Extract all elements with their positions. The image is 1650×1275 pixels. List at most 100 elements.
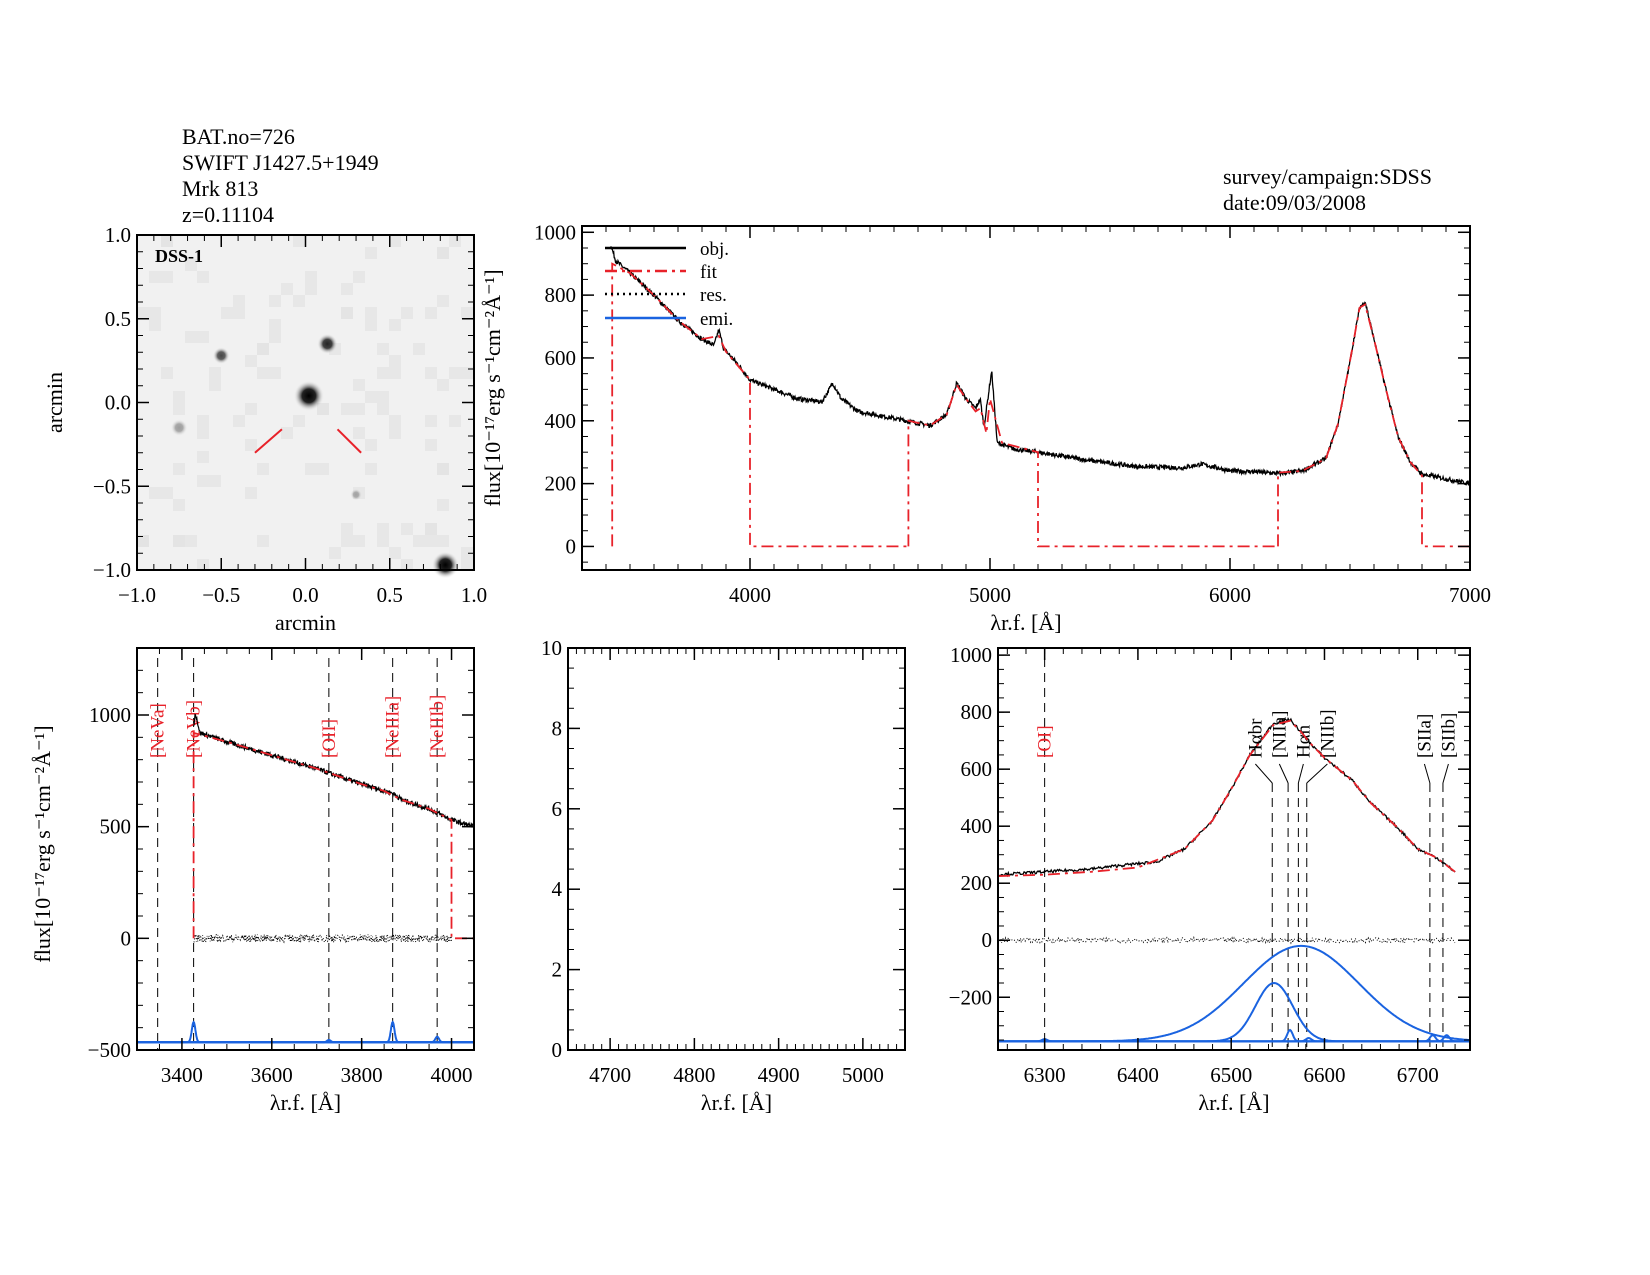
sky-noise-pixel <box>149 487 161 499</box>
header-line-redshift: z=0.11104 <box>182 202 274 227</box>
sky-noise-pixel <box>257 343 269 355</box>
sky-noise-pixel <box>425 523 437 535</box>
sky-noise-pixel <box>269 331 281 343</box>
star-source <box>350 488 362 501</box>
sky-noise-pixel <box>209 379 221 391</box>
plots: DSS-1 −1.0 −0.5 0.0 0.5 1.0 −1.0 −0.5 0.0 0.5 1.0 a… <box>30 220 1491 1115</box>
sky-noise-pixel <box>389 427 401 439</box>
sky-noise-pixel <box>461 559 473 571</box>
date-label: date:09/03/2008 <box>1223 190 1366 215</box>
sky-noise-pixel <box>329 547 341 559</box>
hbeta-zoom-panel: 4700 4800 4900 5000 0 2 4 6 8 10 λr.f. [Å] <box>541 636 906 1115</box>
legend-label: obj. <box>700 239 729 260</box>
emission-line-connector <box>1423 763 1431 784</box>
header-line-name: Mrk 813 <box>182 176 258 201</box>
sky-noise-pixel <box>449 235 461 247</box>
sky-noise-pixel <box>257 463 269 475</box>
header-line-swift: SWIFT J1427.5+1949 <box>182 150 379 175</box>
sky-noise-pixel <box>413 343 425 355</box>
plot-frame <box>567 647 906 1051</box>
sky-noise-pixel <box>461 547 473 559</box>
sky-noise-pixel <box>197 331 209 343</box>
sky-noise-pixel <box>173 499 185 511</box>
y-tick-label: 400 <box>961 814 993 838</box>
x-tick-label: −1.0 <box>118 583 156 607</box>
sky-noise-pixel <box>365 247 377 259</box>
y-tick-label: 800 <box>961 700 993 724</box>
emission-line-connector <box>1278 763 1289 784</box>
sky-noise-pixel <box>245 487 257 499</box>
y-tick-label: 0.0 <box>105 391 131 415</box>
sky-noise-pixel <box>245 439 257 451</box>
sky-noise-pixel <box>161 487 173 499</box>
header-info: BAT.no=726 SWIFT J1427.5+1949 Mrk 813 z=… <box>182 124 1432 227</box>
sky-noise-pixel <box>269 319 281 331</box>
x-tick-label: 0.5 <box>377 583 403 607</box>
blue-zoom-panel: [NeVa] [NeVb] [OII] [NeIIIa] [NeIIIb] 3400 360… <box>30 647 475 1115</box>
emission-line-label: [SIIa] <box>1414 714 1435 758</box>
x-axis-label: λr.f. [Å] <box>1198 1090 1269 1115</box>
sky-noise-pixel <box>401 523 413 535</box>
x-tick-label: −0.5 <box>202 583 240 607</box>
x-tick-label: 4000 <box>729 583 771 607</box>
dss-image-panel: DSS-1 −1.0 −0.5 0.0 0.5 1.0 −1.0 −0.5 0.0 0.5 1.0 a… <box>42 223 487 635</box>
sky-noise-pixel <box>353 379 365 391</box>
y-tick-label: −500 <box>88 1038 131 1062</box>
sky-noise-pixel <box>197 415 209 427</box>
sky-noise-pixel <box>185 259 197 271</box>
sky-noise-pixel <box>341 283 353 295</box>
fit-line <box>997 719 1456 877</box>
sky-noise-pixel <box>197 271 209 283</box>
sky-noise-pixel <box>353 535 365 547</box>
y-tick-label: 1000 <box>950 643 992 667</box>
sky-noise-pixel <box>365 319 377 331</box>
y-tick-label: 600 <box>545 346 577 370</box>
sky-noise-pixel <box>389 547 401 559</box>
sky-noise-pixel <box>221 307 233 319</box>
y-tick-label: 1000 <box>89 703 131 727</box>
sky-noise-pixel <box>305 463 317 475</box>
sky-noise-pixel <box>209 475 221 487</box>
sky-noise-pixel <box>185 535 197 547</box>
fit-line <box>907 382 1278 548</box>
sky-noise-pixel <box>353 403 365 415</box>
sky-noise-pixel <box>281 427 293 439</box>
image-title: DSS-1 <box>155 246 203 266</box>
emission-line-connector <box>1442 763 1449 784</box>
sky-noise-pixel <box>389 355 401 367</box>
y-tick-label: 0 <box>552 1038 563 1062</box>
sky-noise-pixel <box>305 283 317 295</box>
x-tick-label: 3600 <box>251 1063 293 1087</box>
x-tick-label: 6600 <box>1303 1063 1345 1087</box>
sky-noise-pixel <box>461 367 473 379</box>
sky-noise-pixel <box>233 307 245 319</box>
x-tick-label: 6000 <box>1209 583 1251 607</box>
sky-noise-pixel <box>233 295 245 307</box>
emission-line-label: Hαn <box>1293 724 1314 758</box>
sky-noise-pixel <box>413 535 425 547</box>
residual-line <box>193 933 452 944</box>
x-tick-label: 4000 <box>431 1063 473 1087</box>
x-tick-label: 6400 <box>1117 1063 1159 1087</box>
y-tick-label: 600 <box>961 757 993 781</box>
sky-noise-pixel <box>149 319 161 331</box>
sky-noise-pixel <box>341 535 353 547</box>
sky-noise-pixel <box>137 535 149 547</box>
fit-line <box>611 262 909 548</box>
legend: obj. fit res. emi. <box>605 239 733 330</box>
sky-noise-pixel <box>377 367 389 379</box>
object-spectrum-line <box>610 246 1471 486</box>
sky-noise-pixel <box>233 415 245 427</box>
x-tick-label: 4700 <box>589 1063 631 1087</box>
emission-component-line <box>137 1020 474 1044</box>
emission-line-label: [SIIb] <box>1438 713 1459 758</box>
sky-noise-pixel <box>293 295 305 307</box>
sky-noise-pixel <box>437 535 449 547</box>
sky-noise-pixel <box>365 439 377 451</box>
y-tick-label: 400 <box>545 409 577 433</box>
halpha-zoom-panel: [OI] Hαbr [NIIa] Hαn [NIIb] [SIIa] [SIIb] 6300 6… <box>949 643 1471 1115</box>
sky-noise-pixel <box>437 379 449 391</box>
y-tick-label: −0.5 <box>93 474 131 498</box>
fit-line <box>1277 303 1470 548</box>
y-axis-label: flux[10⁻¹⁷erg s⁻¹cm⁻²Å⁻¹] <box>30 725 55 962</box>
